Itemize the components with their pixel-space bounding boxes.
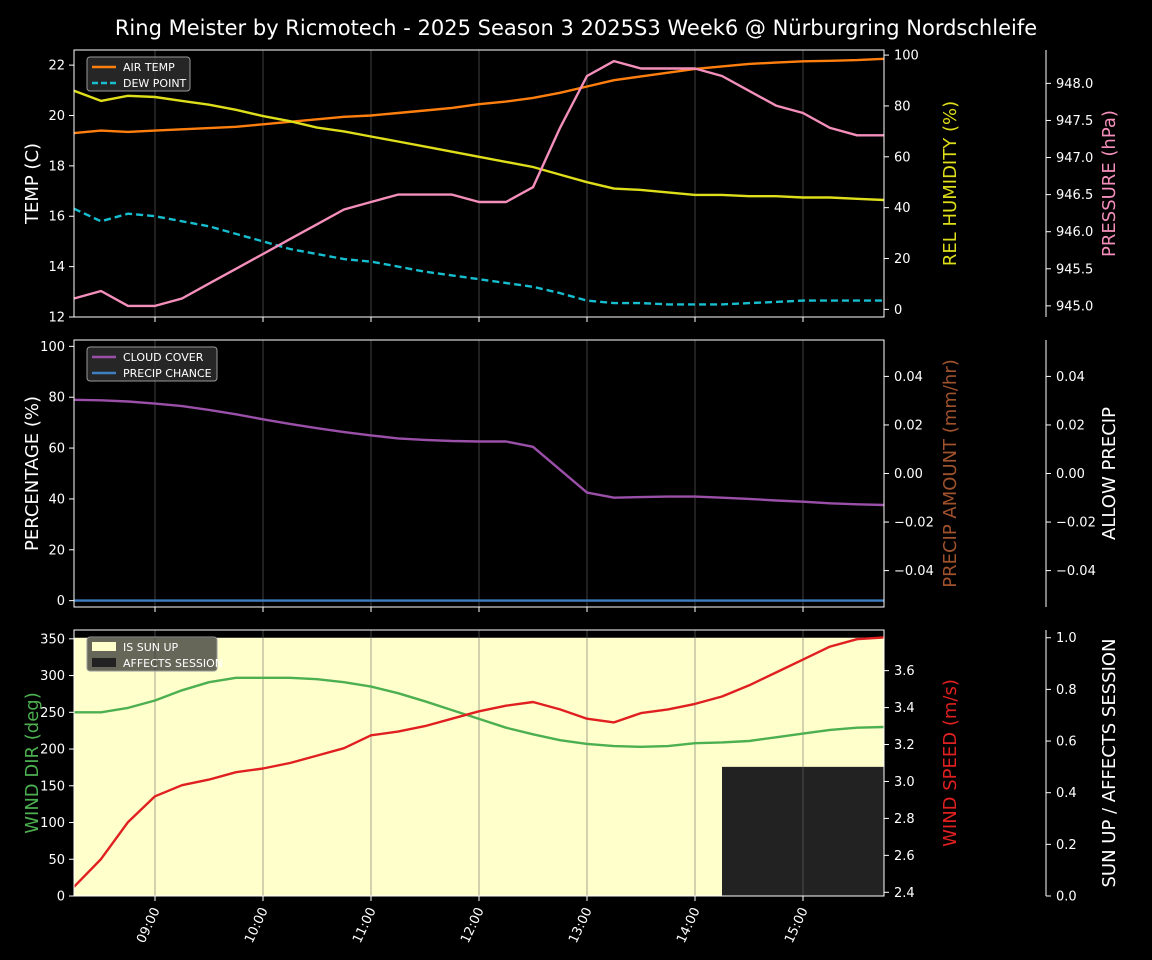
legend: IS SUN UP AFFECTS SESSION: [86, 636, 223, 672]
y-tick-label: 12: [48, 311, 65, 326]
legend-label: AFFECTS SESSION: [123, 657, 223, 670]
y3-tick-label: 0.2: [1056, 838, 1077, 853]
panels: 12 14 16 18 20 22 0 20 40 60 80 100 945.0 945.5 946.0 9…: [22, 49, 1120, 946]
y2-tick-label: 80: [894, 99, 911, 114]
chart-title: Ring Meister by Ricmotech - 2025 Season …: [115, 16, 1037, 40]
y3-tick-label: 0.02: [1056, 418, 1085, 433]
y-tick-label: 18: [48, 159, 65, 174]
y2-tick-label: 3.4: [894, 701, 915, 716]
series-wind-speed: [73, 636, 885, 888]
y-tick-label: 14: [48, 260, 65, 275]
legend-label: PRECIP CHANCE: [123, 367, 212, 380]
area-affects-session: [722, 766, 884, 896]
y2-tick-label: −0.02: [894, 516, 934, 531]
y3-tick-label: 0.0: [1056, 890, 1077, 905]
y2-tick-label: 3.6: [894, 664, 915, 679]
series-cloud-cover: [73, 398, 885, 507]
y2-tick-label: 0: [894, 303, 902, 318]
series-wind-dir: [74, 676, 885, 748]
y3-tick-label: 945.5: [1056, 262, 1093, 277]
y-axis-title: PERCENTAGE (%): [22, 396, 43, 551]
y-tick-label: 200: [40, 743, 65, 758]
y3-axis-title: ALLOW PRECIP: [1099, 407, 1120, 540]
panel-temperature: 12 14 16 18 20 22 0 20 40 60 80 100 945.0 945.5 946.0 9…: [22, 49, 1120, 326]
y2-axis-title: WIND SPEED (m/s): [940, 679, 961, 847]
y2-tick-label: 0.02: [894, 418, 923, 433]
y2-tick-label: −0.04: [894, 564, 934, 579]
plot-area: [74, 340, 884, 607]
y-axis-title: WIND DIR (deg): [22, 692, 43, 834]
legend-box: [86, 636, 218, 672]
y2-tick-label: 0.00: [894, 467, 923, 482]
y2-axis-title: PRECIP AMOUNT (mm/hr): [940, 359, 961, 588]
y-tick-label: 20: [48, 109, 65, 124]
y2-tick-label: 20: [894, 252, 911, 267]
y3-tick-label: 0.8: [1056, 683, 1077, 698]
series-dew-point: [73, 207, 884, 306]
y-tick-label: 0: [57, 594, 65, 609]
y3-tick-label: −0.04: [1056, 564, 1096, 579]
y-tick-label: 50: [48, 853, 65, 868]
y3-tick-label: 0.4: [1056, 786, 1077, 801]
y2-tick-label: 0.04: [894, 370, 923, 385]
y2-tick-label: 2.4: [894, 886, 915, 901]
panel-precipitation: 0 20 40 60 80 100 −0.04 −0.02 0.00 0.02 0.04 −0.04 −…: [22, 339, 1120, 612]
y-tick-label: 20: [48, 543, 65, 558]
legend-label: CLOUD COVER: [123, 351, 204, 364]
y-tick-label: 100: [40, 816, 65, 831]
legend-label: AIR TEMP: [123, 61, 175, 74]
series-air-temp: [73, 57, 885, 135]
legend: CLOUD COVER PRECIP CHANCE: [86, 346, 218, 382]
y-tick-label: 100: [40, 340, 65, 355]
y3-tick-label: 948.0: [1056, 77, 1093, 92]
y2-tick-label: 3.0: [894, 775, 915, 790]
legend-swatch: [92, 642, 116, 651]
y-tick-label: 60: [48, 442, 65, 457]
y2-tick-label: 2.6: [894, 849, 915, 864]
series-pressure: [73, 59, 884, 308]
panel-wind: 0 50 100 150 200 250 300 350 2.4 2.6 2.8 3.0 3.2 3.4 3…: [22, 629, 1120, 946]
legend-swatch: [92, 658, 116, 667]
y-tick-label: 300: [40, 669, 65, 684]
y2-tick-label: 60: [894, 150, 911, 165]
y3-tick-label: 947.5: [1056, 114, 1093, 129]
y-tick-label: 150: [40, 779, 65, 794]
y-tick-label: 350: [40, 632, 65, 647]
legend: AIR TEMP DEW POINT: [86, 56, 191, 92]
series-rel-humidity: [73, 89, 885, 202]
y-tick-label: 0: [57, 890, 65, 905]
y-tick-label: 40: [48, 492, 65, 507]
legend-label: IS SUN UP: [123, 641, 179, 654]
y2-tick-label: 3.2: [894, 738, 915, 753]
y3-tick-label: 0.6: [1056, 735, 1077, 750]
y3-tick-label: 0.00: [1056, 467, 1085, 482]
y2-tick-label: 100: [894, 49, 919, 64]
y3-tick-label: 947.0: [1056, 151, 1093, 166]
y3-axis-title: SUN UP / AFFECTS SESSION: [1099, 638, 1120, 887]
y3-tick-label: −0.02: [1056, 516, 1096, 531]
y3-tick-label: 945.0: [1056, 299, 1093, 314]
y-tick-label: 250: [40, 706, 65, 721]
y-tick-label: 80: [48, 391, 65, 406]
plot-area: [74, 50, 884, 317]
y-tick-label: 22: [48, 59, 65, 74]
y-axis-title: TEMP (C): [22, 143, 43, 225]
y3-tick-label: 946.5: [1056, 188, 1093, 203]
y2-tick-label: 2.8: [894, 812, 915, 827]
y3-tick-label: 946.0: [1056, 225, 1093, 240]
legend-label: DEW POINT: [123, 77, 187, 90]
y2-tick-label: 40: [894, 201, 911, 216]
legend-box: [86, 346, 218, 382]
y-tick-label: 16: [48, 210, 65, 225]
y2-axis-title: REL HUMIDITY (%): [940, 101, 961, 266]
y3-tick-label: 1.0: [1056, 631, 1077, 646]
y3-tick-label: 0.04: [1056, 370, 1085, 385]
y3-axis-title: PRESSURE (hPa): [1099, 110, 1120, 257]
